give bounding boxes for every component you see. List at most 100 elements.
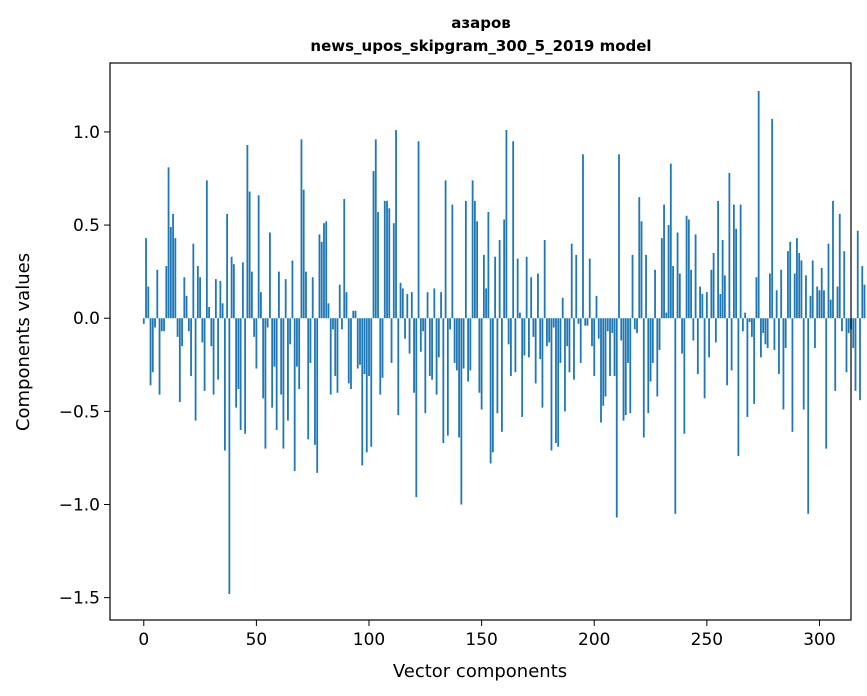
- x-axis-label: Vector components: [393, 661, 567, 682]
- bar: [359, 318, 361, 365]
- bar: [167, 167, 170, 319]
- bar: [501, 318, 503, 432]
- bar: [307, 318, 310, 440]
- bar: [381, 318, 384, 378]
- bar: [800, 260, 803, 319]
- bar: [854, 318, 857, 391]
- bar: [611, 318, 614, 334]
- bar: [160, 318, 163, 332]
- bar: [149, 318, 152, 386]
- bar: [820, 267, 823, 319]
- bar: [811, 260, 814, 319]
- bar: [861, 266, 864, 319]
- bar: [798, 253, 801, 319]
- bar: [604, 318, 607, 397]
- bar: [613, 318, 616, 376]
- bar: [771, 118, 774, 319]
- bar: [793, 273, 796, 319]
- bar: [649, 318, 652, 382]
- bar: [769, 273, 771, 319]
- bar: [278, 271, 280, 319]
- bar: [672, 266, 674, 319]
- bar: [532, 318, 535, 337]
- bar: [832, 200, 834, 319]
- bar: [775, 290, 778, 319]
- bar: [350, 318, 352, 389]
- bar: [428, 318, 431, 376]
- bar: [498, 239, 501, 319]
- bar: [746, 318, 749, 417]
- bar: [818, 290, 821, 319]
- bar: [755, 277, 758, 319]
- bar: [282, 318, 285, 449]
- bar: [460, 318, 463, 505]
- bar: [210, 318, 213, 347]
- bar: [789, 241, 792, 319]
- bar: [482, 254, 485, 319]
- bar: [859, 318, 861, 401]
- bar: [284, 279, 287, 319]
- bar: [732, 204, 735, 319]
- bar: [399, 282, 402, 319]
- bar: [584, 318, 587, 326]
- x-tick-label: 150: [465, 630, 497, 650]
- bar: [444, 180, 447, 319]
- bar: [458, 318, 460, 438]
- bar: [377, 212, 379, 319]
- bar: [262, 318, 265, 399]
- bar: [825, 318, 828, 449]
- bar: [275, 318, 278, 430]
- bar: [674, 318, 677, 514]
- bar: [442, 318, 445, 444]
- bar: [293, 318, 296, 471]
- bar: [415, 318, 418, 498]
- bar: [699, 286, 701, 319]
- bar: [796, 238, 798, 319]
- bar: [287, 318, 289, 421]
- bar: [602, 318, 605, 406]
- bar: [640, 221, 643, 319]
- x-tick-label: 50: [246, 630, 268, 650]
- bar: [669, 163, 672, 319]
- bar: [838, 213, 841, 319]
- bar: [291, 260, 294, 319]
- y-tick-label: 1.0: [73, 123, 100, 143]
- bar: [329, 318, 332, 395]
- bar: [248, 191, 251, 319]
- chart-subtitle: news_upos_skipgram_300_5_2019 model: [310, 37, 651, 55]
- bar: [654, 269, 656, 319]
- bar: [523, 318, 526, 356]
- bar: [780, 269, 783, 319]
- bar: [620, 318, 623, 341]
- bar: [782, 318, 785, 410]
- bar: [361, 318, 364, 466]
- bar: [347, 318, 350, 384]
- bar: [591, 318, 593, 347]
- bar: [453, 318, 456, 363]
- bar: [296, 318, 298, 367]
- bar: [203, 318, 206, 391]
- bar: [169, 226, 172, 319]
- x-tick-label: 250: [691, 630, 723, 650]
- bar: [555, 318, 557, 444]
- bar: [386, 200, 388, 319]
- bar: [642, 318, 645, 438]
- bar: [250, 271, 253, 319]
- y-tick-label: −0.5: [59, 402, 100, 422]
- bar: [192, 243, 195, 319]
- bars-group: [142, 90, 866, 594]
- bar: [552, 318, 555, 328]
- bar: [829, 299, 832, 319]
- bar: [856, 230, 859, 319]
- bar: [410, 292, 413, 319]
- bar: [773, 318, 776, 350]
- bar: [318, 234, 321, 319]
- bar: [593, 318, 596, 376]
- bar: [748, 318, 751, 322]
- x-tick-label: 0: [138, 630, 149, 650]
- bar: [413, 318, 415, 393]
- x-tick-label: 300: [803, 630, 835, 650]
- bar: [464, 200, 467, 319]
- bar: [760, 318, 762, 358]
- bar: [726, 318, 729, 386]
